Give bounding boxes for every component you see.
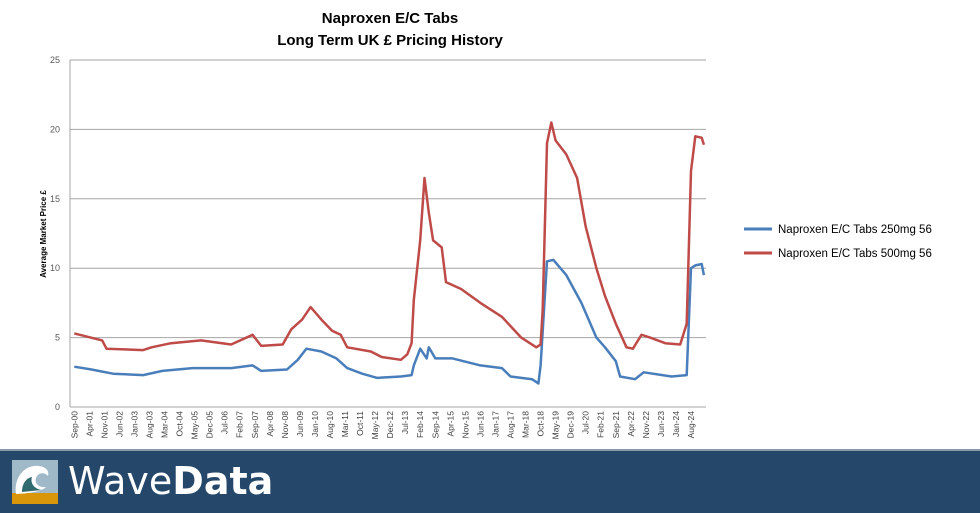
x-tick-label: Jul-06 bbox=[220, 411, 230, 434]
x-tick-label: Aug-24 bbox=[686, 411, 696, 439]
x-tick-label: Apr-08 bbox=[265, 411, 275, 437]
wave-logo-icon bbox=[12, 460, 58, 504]
x-tick-label: Nov-15 bbox=[460, 411, 470, 439]
x-tick-label: Jan-03 bbox=[129, 411, 139, 437]
brand-name: WaveData bbox=[68, 459, 273, 503]
x-tick-label: Dec-19 bbox=[566, 411, 576, 439]
chart-title: Naproxen E/C Tabs bbox=[322, 10, 458, 27]
x-tick-label: Nov-22 bbox=[641, 411, 651, 439]
footer-banner: WaveData bbox=[0, 449, 980, 513]
x-tick-label: Oct-18 bbox=[536, 411, 546, 437]
y-tick-label: 15 bbox=[50, 194, 60, 204]
y-axis-label: Average Market Price £ bbox=[39, 190, 48, 278]
y-tick-label: 0 bbox=[55, 402, 60, 412]
x-tick-label: Jan-24 bbox=[671, 411, 681, 437]
x-tick-label: Feb-21 bbox=[596, 411, 606, 438]
x-tick-label: Apr-22 bbox=[626, 411, 636, 437]
x-tick-label: Mar-04 bbox=[160, 411, 170, 438]
x-tick-label: Dec-12 bbox=[385, 411, 395, 439]
x-tick-label: Jun-09 bbox=[295, 411, 305, 437]
x-tick-label: Oct-04 bbox=[175, 411, 185, 437]
x-tick-label: Aug-17 bbox=[505, 411, 515, 439]
x-tick-label: Nov-08 bbox=[280, 411, 290, 439]
x-tick-label: Mar-18 bbox=[521, 411, 531, 438]
x-tick-label: Aug-03 bbox=[145, 411, 155, 439]
x-tick-label: Jun-16 bbox=[475, 411, 485, 437]
x-tick-label: Jul-13 bbox=[400, 411, 410, 434]
series-line-500mg bbox=[73, 121, 706, 362]
x-tick-label: Jun-02 bbox=[114, 411, 124, 437]
x-tick-label: Feb-07 bbox=[235, 411, 245, 438]
legend-label-250mg: Naproxen E/C Tabs 250mg 56 bbox=[778, 224, 932, 236]
x-tick-label: Apr-01 bbox=[84, 411, 94, 437]
x-tick-label: Aug-10 bbox=[325, 411, 335, 439]
price-history-chart: Naproxen E/C Tabs Long Term UK £ Pricing… bbox=[39, 10, 932, 440]
x-tick-label: Jan-17 bbox=[490, 411, 500, 437]
x-tick-label: Sep-07 bbox=[250, 411, 260, 439]
brand-bold: Data bbox=[172, 459, 274, 503]
x-tick-label: Sep-21 bbox=[611, 411, 621, 439]
y-tick-label: 20 bbox=[50, 124, 60, 134]
x-tick-label: May-05 bbox=[190, 411, 200, 440]
y-tick-label: 5 bbox=[55, 333, 60, 343]
x-tick-label: May-19 bbox=[551, 411, 561, 440]
y-tick-label: 25 bbox=[50, 55, 60, 65]
chart-subtitle: Long Term UK £ Pricing History bbox=[277, 32, 503, 49]
x-tick-label: May-12 bbox=[370, 411, 380, 440]
x-tick-label: Oct-11 bbox=[355, 411, 365, 436]
y-tick-label: 10 bbox=[50, 263, 60, 273]
x-tick-label: Feb-14 bbox=[415, 411, 425, 438]
x-tick-label: Jul-20 bbox=[581, 411, 591, 434]
brand-light: Wave bbox=[68, 459, 173, 503]
x-tick-label: Dec-05 bbox=[205, 411, 215, 439]
x-tick-label: Nov-01 bbox=[99, 411, 109, 439]
series-line-250mg bbox=[74, 258, 706, 385]
x-tick-label: Sep-00 bbox=[69, 411, 79, 439]
x-tick-label: Apr-15 bbox=[445, 411, 455, 437]
x-tick-label: Mar-11 bbox=[340, 411, 350, 438]
x-tick-label: Sep-14 bbox=[430, 411, 440, 439]
x-tick-label: Jan-10 bbox=[310, 411, 320, 437]
x-tick-label: Jun-23 bbox=[656, 411, 666, 437]
legend-label-500mg: Naproxen E/C Tabs 500mg 56 bbox=[778, 248, 932, 260]
legend: Naproxen E/C Tabs 250mg 56 Naproxen E/C … bbox=[744, 224, 932, 260]
